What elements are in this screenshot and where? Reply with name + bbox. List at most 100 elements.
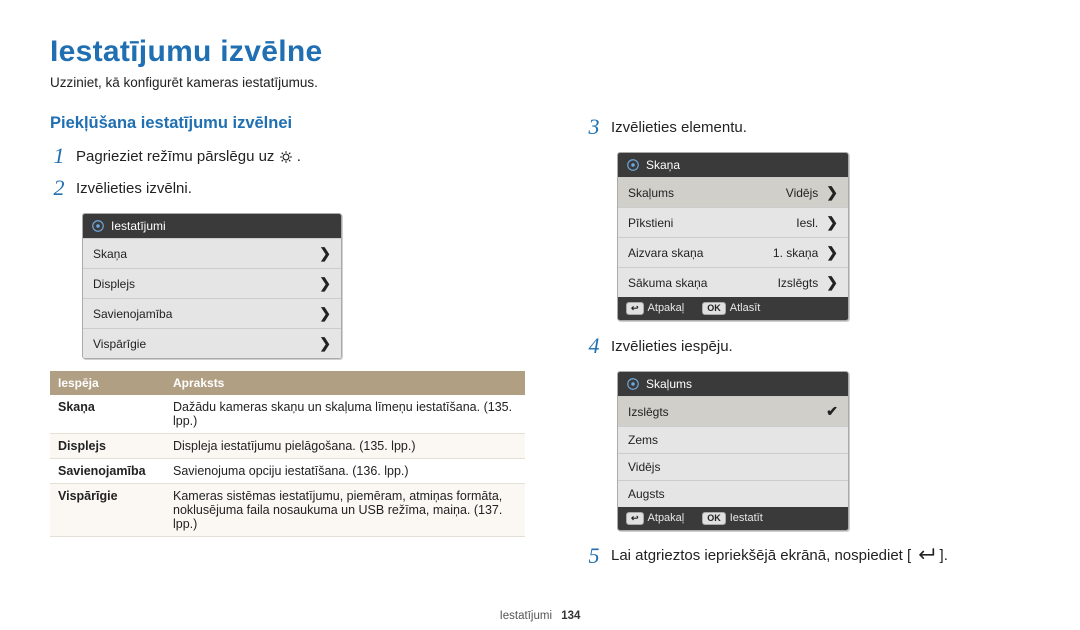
page-number: 134 [561, 610, 580, 622]
step-5: 5 Lai atgrieztos iepriekšējā ekrānā, nos… [585, 543, 1030, 569]
footer-back-label: Atpakaļ [648, 512, 685, 524]
row-desc: Savienojuma opciju iestatīšana. (136. lp… [165, 459, 525, 484]
menu-item-beep[interactable]: Pīkstieni Iesl. ❯ [618, 207, 848, 237]
chevron-right-icon: ❯ [319, 305, 331, 322]
option-label: Zems [628, 433, 658, 447]
table-row: Savienojamība Savienojuma opciju iestatī… [50, 459, 525, 484]
step-text: Izvēlieties elementu. [611, 119, 747, 136]
menu-item-startup[interactable]: Sākuma skaņa Izslēgts❯ [618, 267, 848, 297]
panel-footer: ↩ Atpakaļ OK Atlasīt [618, 297, 848, 320]
table-row: Skaņa Dažādu kameras skaņu un skaļuma lī… [50, 395, 525, 434]
page-footer: Iestatījumi 134 [0, 610, 1080, 622]
row-label: Savienojamība [50, 459, 165, 484]
step-number: 1 [50, 143, 68, 169]
footer-back: ↩ Atpakaļ [626, 302, 684, 315]
menu-item-shutter[interactable]: Aizvara skaņa 1. skaņa❯ [618, 237, 848, 267]
footer-ok: OK Iestatīt [702, 512, 763, 525]
page-title: Iestatījumu izvēlne [50, 35, 1030, 69]
menu-item-sound[interactable]: Skaņa ❯ [83, 238, 341, 268]
row-label: Vispārīgie [50, 484, 165, 537]
step-3: 3 Izvēlieties elementu. [585, 114, 1030, 140]
menu-label: Skaļums [628, 186, 674, 200]
panel-header: Iestatījumi [83, 214, 341, 238]
chevron-right-icon: ❯ [826, 214, 838, 231]
panel-title: Skaļums [646, 377, 692, 391]
chevron-right-icon: ❯ [826, 184, 838, 201]
chevron-right-icon: ❯ [319, 335, 331, 352]
footer-ok-label: Iestatīt [730, 512, 763, 524]
settings-icon [626, 158, 640, 172]
col-header-description: Apraksts [165, 371, 525, 395]
step-number: 5 [585, 543, 603, 569]
check-icon: ✔ [826, 403, 838, 420]
back-key-icon: ↩ [626, 302, 644, 315]
footer-ok-label: Atlasīt [730, 302, 761, 314]
settings-icon [91, 219, 105, 233]
ok-key-icon: OK [702, 302, 726, 315]
back-arrow-icon [915, 547, 935, 565]
mode-dial-icon [279, 150, 293, 164]
menu-label: Savienojamība [93, 307, 172, 321]
option-label: Augsts [628, 487, 665, 501]
step-text: Izvēlieties iespēju. [611, 338, 733, 355]
menu-item-connectivity[interactable]: Savienojamība ❯ [83, 298, 341, 328]
menu-label: Vispārīgie [93, 337, 146, 351]
option-off[interactable]: Izslēgts ✔ [618, 396, 848, 426]
step-1-posttext: . [297, 148, 301, 165]
menu-label: Sākuma skaņa [628, 276, 707, 290]
option-high[interactable]: Augsts [618, 480, 848, 507]
panel-title: Skaņa [646, 158, 680, 172]
volume-menu-panel: Skaļums Izslēgts ✔ Zems Vidējs Augsts ↩ A… [617, 371, 849, 531]
row-desc: Kameras sistēmas iestatījumu, piemēram, … [165, 484, 525, 537]
step-2: 2 Izvēlieties izvēlni. [50, 175, 525, 201]
panel-footer: ↩ Atpakaļ OK Iestatīt [618, 507, 848, 530]
option-low[interactable]: Zems [618, 426, 848, 453]
step-5-pretext: Lai atgrieztos iepriekšējā ekrānā, nospi… [611, 547, 911, 564]
menu-value: Vidējs [786, 186, 818, 200]
option-label: Vidējs [628, 460, 660, 474]
step-text: Izvēlieties izvēlni. [76, 180, 192, 197]
col-header-option: Iespēja [50, 371, 165, 395]
menu-item-general[interactable]: Vispārīgie ❯ [83, 328, 341, 358]
menu-label: Pīkstieni [628, 216, 673, 230]
chevron-right-icon: ❯ [826, 244, 838, 261]
chevron-right-icon: ❯ [319, 245, 331, 262]
intro-text: Uzziniet, kā konfigurēt kameras iestatīj… [50, 75, 1030, 90]
back-key-icon: ↩ [626, 512, 644, 525]
row-desc: Dažādu kameras skaņu un skaļuma līmeņu i… [165, 395, 525, 434]
step-number: 4 [585, 333, 603, 359]
step-number: 3 [585, 114, 603, 140]
footer-ok: OK Atlasīt [702, 302, 760, 315]
menu-item-volume[interactable]: Skaļums Vidējs ❯ [618, 177, 848, 207]
step-4: 4 Izvēlieties iespēju. [585, 333, 1030, 359]
step-text: Pagrieziet režīmu pārslēgu uz . [76, 148, 301, 165]
row-label: Displejs [50, 434, 165, 459]
right-column: 3 Izvēlieties elementu. Skaņa Skaļums Vi… [585, 114, 1030, 569]
ok-key-icon: OK [702, 512, 726, 525]
menu-item-display[interactable]: Displejs ❯ [83, 268, 341, 298]
step-text: Lai atgrieztos iepriekšējā ekrānā, nospi… [611, 547, 948, 565]
footer-section: Iestatījumi [500, 610, 552, 622]
step-number: 2 [50, 175, 68, 201]
table-row: Displejs Displeja iestatījumu pielāgošan… [50, 434, 525, 459]
row-desc: Displeja iestatījumu pielāgošana. (135. … [165, 434, 525, 459]
footer-back-label: Atpakaļ [648, 302, 685, 314]
panel-header: Skaļums [618, 372, 848, 396]
menu-value: Iesl. [796, 216, 818, 230]
option-medium[interactable]: Vidējs [618, 453, 848, 480]
chevron-right-icon: ❯ [319, 275, 331, 292]
table-row: Vispārīgie Kameras sistēmas iestatījumu,… [50, 484, 525, 537]
left-column: Piekļūšana iestatījumu izvēlnei 1 Pagrie… [50, 114, 525, 569]
footer-back: ↩ Atpakaļ [626, 512, 684, 525]
step-1: 1 Pagrieziet režīmu pārslēgu uz . [50, 143, 525, 169]
section-heading: Piekļūšana iestatījumu izvēlnei [50, 114, 525, 133]
row-label: Skaņa [50, 395, 165, 434]
menu-value: 1. skaņa [773, 246, 818, 260]
panel-header: Skaņa [618, 153, 848, 177]
settings-icon [626, 377, 640, 391]
step-5-posttext: ]. [940, 547, 948, 564]
chevron-right-icon: ❯ [826, 274, 838, 291]
panel-title: Iestatījumi [111, 219, 166, 233]
option-label: Izslēgts [628, 405, 669, 419]
menu-label: Skaņa [93, 247, 127, 261]
